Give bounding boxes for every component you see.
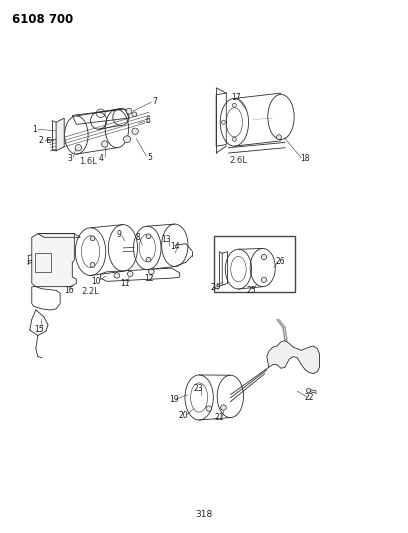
Ellipse shape xyxy=(306,389,310,393)
Ellipse shape xyxy=(233,103,236,108)
Text: 5: 5 xyxy=(147,154,152,163)
Text: 2: 2 xyxy=(39,136,44,146)
Text: 21: 21 xyxy=(215,413,224,422)
Bar xyxy=(35,253,51,272)
Ellipse shape xyxy=(102,141,108,147)
Text: 1.6L: 1.6L xyxy=(80,157,98,166)
Text: 18: 18 xyxy=(300,155,309,164)
Ellipse shape xyxy=(221,405,226,410)
Ellipse shape xyxy=(123,136,131,143)
Text: 23: 23 xyxy=(193,384,203,393)
Text: 17: 17 xyxy=(231,93,240,102)
Ellipse shape xyxy=(90,263,95,267)
Text: 10: 10 xyxy=(91,277,101,286)
Ellipse shape xyxy=(233,137,236,141)
Bar xyxy=(214,236,295,292)
Text: 16: 16 xyxy=(64,286,74,295)
Ellipse shape xyxy=(132,128,138,134)
Text: 8: 8 xyxy=(135,233,140,243)
Ellipse shape xyxy=(222,120,226,124)
Text: 20: 20 xyxy=(179,411,188,420)
Text: 6108 700: 6108 700 xyxy=(11,13,73,27)
Ellipse shape xyxy=(146,257,151,262)
Ellipse shape xyxy=(75,144,82,151)
Text: 15: 15 xyxy=(34,325,44,334)
Polygon shape xyxy=(56,118,64,151)
Text: 2.2L: 2.2L xyxy=(82,287,100,296)
Text: 24: 24 xyxy=(211,282,220,292)
Ellipse shape xyxy=(146,234,151,239)
Ellipse shape xyxy=(262,254,266,260)
Text: 9: 9 xyxy=(116,230,121,239)
Text: 6: 6 xyxy=(146,116,151,125)
Text: 7: 7 xyxy=(152,96,157,106)
Text: 318: 318 xyxy=(195,510,213,519)
Ellipse shape xyxy=(262,277,266,282)
Polygon shape xyxy=(32,233,76,287)
Ellipse shape xyxy=(114,273,120,278)
Ellipse shape xyxy=(132,112,137,117)
Text: 22: 22 xyxy=(305,393,314,402)
Text: 11: 11 xyxy=(120,279,129,288)
Text: 12: 12 xyxy=(144,273,154,282)
Ellipse shape xyxy=(127,271,133,277)
Text: 19: 19 xyxy=(169,395,179,404)
Text: 25: 25 xyxy=(246,286,256,295)
Ellipse shape xyxy=(126,108,132,114)
Ellipse shape xyxy=(277,135,282,140)
Text: 4: 4 xyxy=(99,155,104,164)
Text: 1: 1 xyxy=(32,125,37,134)
Text: 26: 26 xyxy=(275,257,285,265)
Text: 13: 13 xyxy=(162,235,171,244)
Ellipse shape xyxy=(206,406,212,411)
Text: 3: 3 xyxy=(67,155,72,164)
Text: 14: 14 xyxy=(170,243,180,252)
Ellipse shape xyxy=(90,236,95,241)
Text: 2.6L: 2.6L xyxy=(230,156,247,165)
Polygon shape xyxy=(267,341,319,374)
Ellipse shape xyxy=(149,269,154,274)
